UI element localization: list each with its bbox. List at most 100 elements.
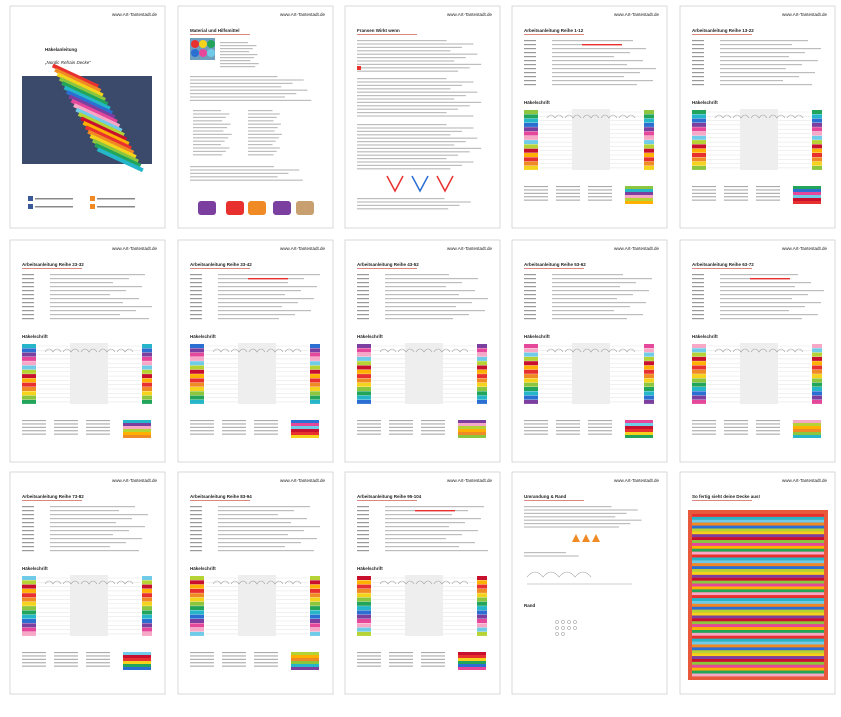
row-text [50, 290, 126, 292]
color-swatch [692, 118, 706, 123]
social-text [97, 198, 135, 200]
legend-entry [421, 652, 445, 654]
color-swatch [357, 606, 371, 611]
color-swatch [357, 580, 371, 585]
row-label [524, 68, 536, 70]
blanket-stripe [91, 138, 139, 164]
row-text [552, 274, 623, 276]
color-swatch [22, 584, 36, 589]
row-label [692, 302, 704, 304]
legend-entry [756, 423, 780, 425]
legend-entry [421, 662, 445, 664]
legend-entry [524, 430, 548, 432]
chart-symbols [714, 348, 732, 353]
color-swatch [190, 627, 204, 632]
sample-stripe [123, 420, 151, 423]
row-label [22, 518, 34, 520]
sample-stripe [291, 429, 319, 432]
row-text [385, 302, 472, 304]
legend-entry [22, 433, 46, 435]
blanket-stripe [692, 531, 824, 535]
color-swatch [477, 614, 487, 619]
highlight-text [248, 278, 288, 280]
text-line [524, 519, 642, 521]
row-label [357, 510, 369, 512]
legend-entry [222, 433, 246, 435]
color-swatch [190, 374, 204, 379]
color-swatch [190, 382, 204, 387]
color-swatch [22, 576, 36, 580]
color-swatch [692, 157, 706, 162]
chart-symbols [415, 348, 433, 353]
row-text [50, 510, 119, 512]
color-swatch [524, 122, 538, 127]
color-swatch [477, 623, 487, 628]
legend-entry [556, 423, 580, 425]
sample-stripe [793, 186, 821, 189]
blanket-stripe [692, 641, 824, 645]
legend-entry [692, 420, 716, 422]
row-text [50, 526, 145, 528]
color-swatch [190, 391, 204, 396]
legend-entry [86, 433, 110, 435]
color-swatch [692, 344, 706, 348]
page-sheet [344, 5, 501, 229]
legend-entry [692, 192, 716, 194]
legend-entry [524, 199, 548, 201]
row-label [190, 274, 202, 276]
color-swatch [357, 601, 371, 606]
sample-stripe [458, 667, 486, 670]
blanket-stripe [692, 563, 824, 567]
row-text [218, 550, 314, 552]
row-label [692, 282, 704, 284]
row-text [385, 526, 449, 528]
row-label [524, 314, 536, 316]
color-swatch [692, 122, 706, 127]
text-line [524, 555, 579, 557]
legend-entry [556, 192, 580, 194]
chart-symbols [564, 114, 582, 119]
color-swatch [524, 369, 538, 374]
row-label [692, 294, 704, 296]
text-line [524, 552, 566, 554]
color-swatch [22, 352, 36, 357]
sample-stripe [291, 661, 319, 664]
chart-symbols [582, 114, 600, 119]
text-line [193, 133, 232, 135]
blanket-stripe [692, 525, 824, 529]
sample-stripe [291, 423, 319, 426]
color-swatch [310, 601, 320, 606]
chart-center [70, 575, 108, 636]
sample-stripe [793, 201, 821, 204]
blanket-stripe [692, 673, 824, 677]
legend-entry [222, 662, 246, 664]
row-label [524, 318, 536, 320]
color-swatch [142, 391, 152, 396]
blanket-stripe [75, 107, 123, 133]
row-label [190, 302, 202, 304]
color-swatch [22, 356, 36, 361]
legend-entry [756, 426, 780, 428]
sample-stripe [793, 189, 821, 192]
text-line [193, 113, 230, 115]
color-swatch [812, 118, 822, 123]
color-swatch [524, 352, 538, 357]
color-swatch [644, 140, 654, 145]
row-label [190, 282, 202, 284]
text-line [357, 67, 470, 69]
row-label [190, 278, 202, 280]
title-underline [190, 34, 250, 35]
color-swatch [692, 140, 706, 145]
color-swatch [142, 627, 152, 632]
color-swatch [357, 365, 371, 370]
row-text [50, 306, 152, 308]
row-label [692, 60, 704, 62]
row-label [524, 48, 536, 50]
color-swatch [477, 580, 487, 585]
text-line [248, 133, 282, 135]
row-text [218, 518, 307, 520]
row-label [524, 306, 536, 308]
color-swatch [524, 144, 538, 149]
legend-entry [389, 652, 413, 654]
color-swatch [477, 576, 487, 580]
